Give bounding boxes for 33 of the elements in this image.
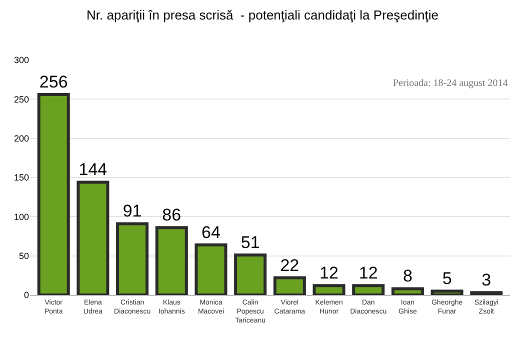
- bar: [391, 287, 424, 295]
- bar: [76, 180, 110, 295]
- y-tick-label: 50: [18, 250, 29, 261]
- y-tick-label: 100: [14, 212, 29, 222]
- bar: [312, 284, 346, 295]
- data-label: 144: [78, 160, 108, 180]
- data-label: 5: [442, 269, 452, 288]
- bar: [116, 222, 149, 295]
- y-tick-label: 250: [14, 94, 29, 104]
- y-tick-label: 0: [24, 290, 29, 300]
- chart-title: Nr. apariţii în presa scrisă - potenţiali candidaţi la Preşedinţie: [86, 8, 438, 23]
- data-label: 91: [122, 202, 142, 221]
- data-label: 8: [402, 266, 412, 286]
- bar: [470, 291, 503, 295]
- annotation: Perioada: 18-24 august 2014: [393, 78, 508, 89]
- bar: [37, 92, 70, 295]
- data-label: 86: [162, 206, 182, 225]
- data-label: 64: [202, 222, 220, 242]
- bar: [155, 226, 188, 295]
- bar: [194, 243, 228, 295]
- data-label: 3: [482, 270, 492, 290]
- bar: [430, 290, 464, 295]
- data-label: 12: [358, 264, 378, 283]
- y-tick-label: 200: [14, 133, 29, 144]
- bar: [352, 284, 385, 295]
- bar: [234, 254, 267, 295]
- y-tick-label: 300: [14, 55, 29, 66]
- data-label: 22: [280, 256, 300, 275]
- data-label: 12: [320, 264, 338, 283]
- y-tick-label: 150: [14, 172, 29, 183]
- data-label: 256: [39, 72, 68, 92]
- bar: [273, 276, 306, 295]
- data-label: 51: [240, 233, 260, 252]
